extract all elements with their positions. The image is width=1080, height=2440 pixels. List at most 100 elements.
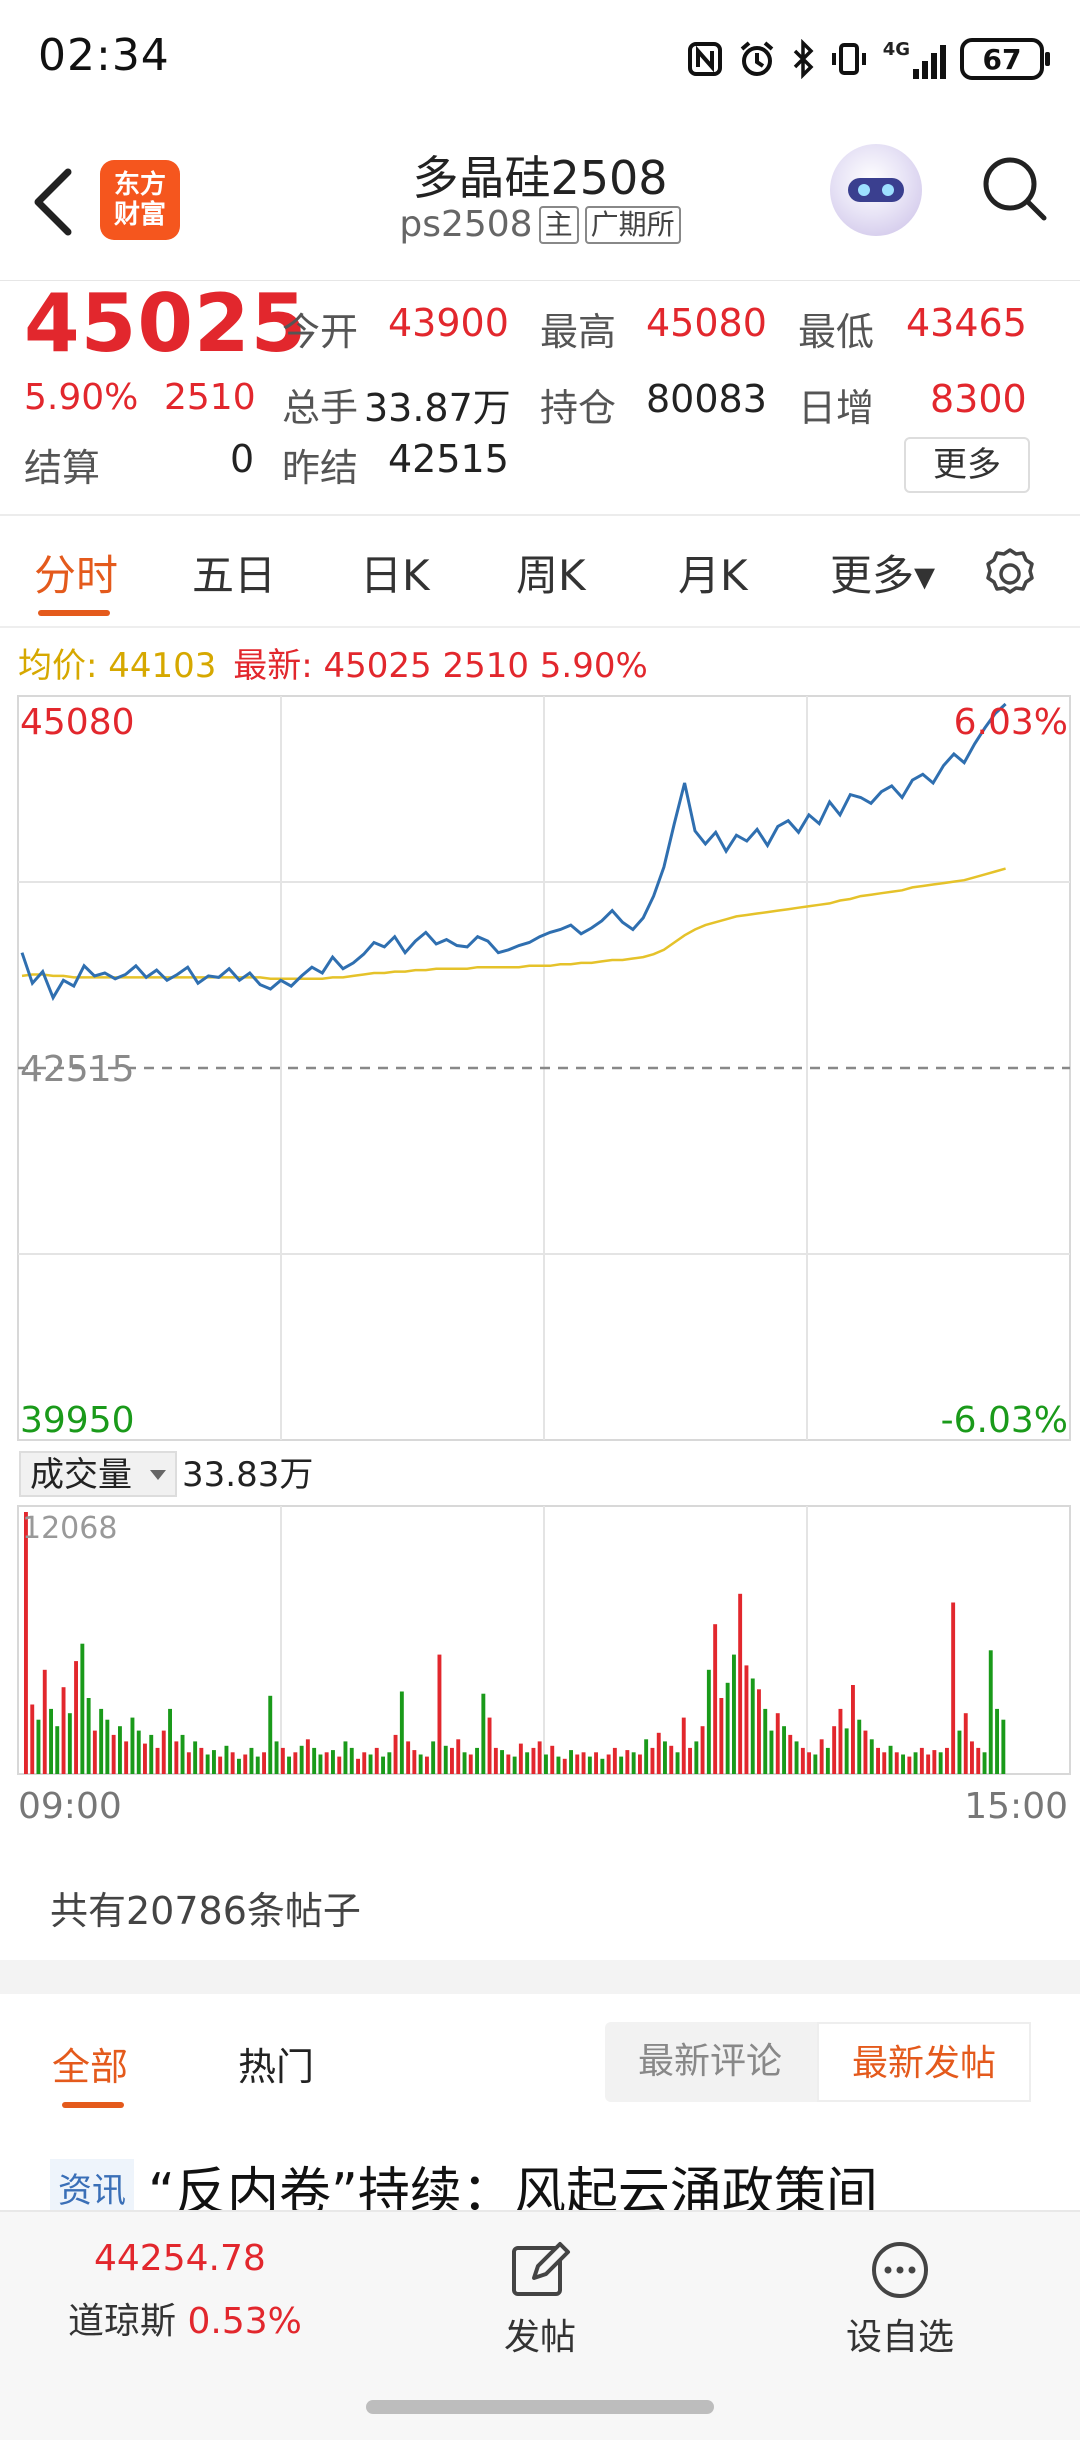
volume-bar (963, 1713, 968, 1774)
volume-bar (249, 1747, 254, 1774)
volume-bar (487, 1717, 492, 1774)
tab-monthly-k[interactable]: 月K (678, 551, 748, 600)
search-icon[interactable] (980, 154, 1050, 224)
volume-bar (387, 1752, 392, 1774)
open-label: 今开 (282, 310, 359, 354)
volume-bar (976, 1747, 981, 1774)
intraday-chart[interactable]: 45080 6.03% 42515 39950 -6.03% 成交量 33.83… (0, 680, 1080, 1820)
avg-price-legend: 均价: 44103 (18, 646, 217, 686)
volume-bar (663, 1741, 667, 1774)
edit-icon (512, 2242, 570, 2296)
status-bar: 02:34 4G 67 (0, 0, 1080, 120)
open-value: 43900 (388, 301, 509, 345)
daily-increase-label: 日增 (798, 386, 875, 430)
back-arrow-icon[interactable] (30, 162, 80, 242)
volume-label: 总手 (282, 386, 359, 430)
app-logo: 东方财富 (100, 160, 180, 240)
volume-bar (851, 1685, 855, 1774)
top-pct-label: 6.03% (954, 702, 1068, 743)
avg-price-line (21, 867, 1006, 981)
tab-weekly-k[interactable]: 周K (516, 551, 586, 600)
more-quote-button[interactable]: 更多 (904, 437, 1030, 493)
gear-icon[interactable] (980, 544, 1040, 604)
volume-bar (832, 1726, 837, 1774)
volume-bar (393, 1734, 398, 1774)
volume-bar (105, 1719, 110, 1774)
battery-level: 67 (982, 42, 1022, 76)
volume-bar (205, 1754, 210, 1774)
volume-bar (769, 1730, 774, 1774)
volume-bar (456, 1739, 461, 1774)
volume-bar (562, 1758, 567, 1774)
volume-bar (312, 1747, 317, 1774)
sort-latest-post[interactable]: 最新发帖 (817, 2022, 1031, 2102)
main-contract-tag: 主 (538, 205, 579, 244)
volume-bar (199, 1747, 204, 1774)
volume-bar (399, 1691, 404, 1774)
index-value[interactable]: 44254.78 (94, 2238, 266, 2279)
status-icons: 4G 67 (687, 34, 1050, 84)
post-button[interactable]: 发帖 (460, 2238, 620, 2360)
volume-bar (406, 1741, 411, 1774)
volume-bar (412, 1750, 417, 1774)
volume-value: 33.87万 (364, 386, 511, 430)
tab-active-underline (38, 610, 110, 616)
price-line (20, 702, 1007, 1002)
volume-bar (719, 1698, 724, 1774)
volume-bar (481, 1693, 486, 1774)
volume-bar (118, 1726, 122, 1774)
news-item[interactable]: 资讯 “反内卷”持续：风起云涌政策间 (50, 2150, 1050, 2210)
volume-bar (957, 1730, 962, 1774)
high-label: 最高 (540, 310, 617, 354)
volume-bar (681, 1717, 686, 1774)
volume-bar (938, 1752, 943, 1774)
volume-bars (24, 1512, 1006, 1774)
volume-bar (594, 1752, 598, 1774)
add-watchlist-button[interactable]: 设自选 (820, 2238, 980, 2360)
sort-latest-comment[interactable]: 最新评论 (637, 2041, 782, 2082)
volume-bar (174, 1741, 179, 1774)
volume-bar (155, 1747, 160, 1774)
prev-settle-value: 42515 (388, 437, 509, 481)
filter-tab-hot[interactable]: 热门 (238, 2045, 315, 2089)
volume-bar (926, 1754, 931, 1774)
index-ticker[interactable]: 道琼斯 0.53% (68, 2292, 302, 2344)
assistant-avatar[interactable] (830, 144, 922, 236)
volume-bar (907, 1756, 912, 1774)
volume-indicator-label: 成交量 (30, 1455, 132, 1495)
volume-bar (951, 1602, 956, 1774)
volume-bar (945, 1747, 949, 1774)
tab-intraday[interactable]: 分时 (34, 551, 119, 600)
volume-bar (694, 1741, 699, 1774)
tab-five-day[interactable]: 五日 (192, 551, 277, 600)
volume-bar (61, 1687, 66, 1774)
settle-label: 结算 (24, 446, 101, 490)
volume-bar (988, 1650, 993, 1774)
volume-bar (656, 1732, 661, 1774)
tab-more[interactable]: 更多▾ (830, 551, 936, 600)
volume-bar (600, 1758, 605, 1774)
volume-bar (512, 1756, 517, 1774)
volume-bar (280, 1747, 285, 1774)
sort-segment: 最新评论 最新发帖 (605, 2022, 1031, 2102)
volume-bar (794, 1741, 799, 1774)
volume-bar (631, 1752, 636, 1774)
volume-bar (362, 1752, 367, 1774)
volume-bar (493, 1747, 498, 1774)
time-start-label: 09:00 (18, 1786, 122, 1820)
alarm-icon (740, 41, 773, 76)
last-price-legend: 最新: 45025 2510 5.90% (233, 646, 648, 686)
volume-bar (575, 1754, 580, 1774)
tab-daily-k[interactable]: 日K (360, 551, 430, 600)
volume-bar (788, 1734, 793, 1774)
volume-bar (825, 1747, 830, 1774)
volume-bar (86, 1698, 91, 1774)
volume-bar (374, 1747, 379, 1774)
volume-bar (725, 1682, 730, 1774)
volume-header[interactable]: 成交量 (19, 1451, 177, 1497)
volume-bar (625, 1750, 630, 1774)
filter-tab-all[interactable]: 全部 (52, 2045, 129, 2089)
chart-tabs: 分时 五日 日K 周K 月K 更多▾ (0, 518, 1080, 628)
volume-bar (343, 1741, 348, 1774)
daily-increase-value: 8300 (930, 377, 1027, 421)
